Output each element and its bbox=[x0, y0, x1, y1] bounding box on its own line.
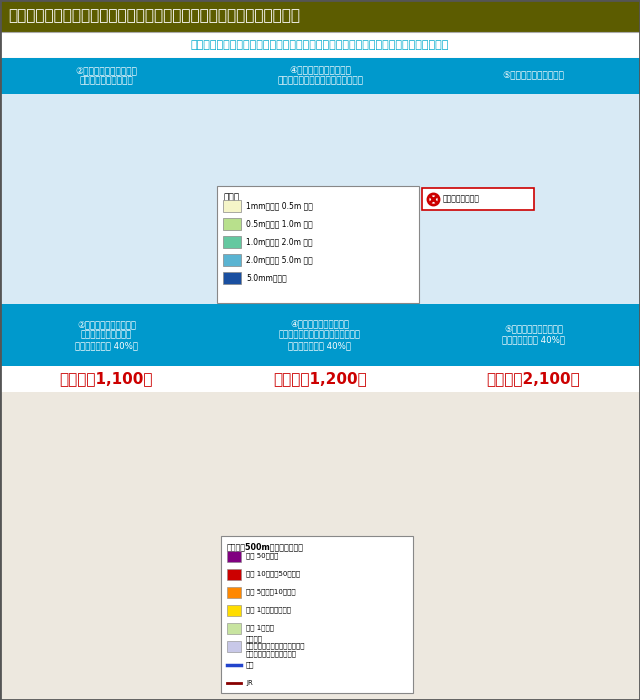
Text: 2.0m以上～ 5.0m 未満: 2.0m以上～ 5.0m 未満 bbox=[246, 256, 313, 265]
Text: 1mm以上～ 0.5m 未満: 1mm以上～ 0.5m 未満 bbox=[246, 202, 313, 211]
Bar bbox=[0, 94, 213, 304]
Bar bbox=[223, 218, 241, 230]
Bar bbox=[0, 58, 213, 94]
Bar bbox=[223, 272, 241, 284]
Text: ④－１荒川右岸低地氾濫
（隅田川・神田川・日本橋川満杯）
死者数（避難率 40%）: ④－１荒川右岸低地氾濫 （隅田川・神田川・日本橋川満杯） 死者数（避難率 40%… bbox=[279, 320, 361, 350]
Text: 死者 1人未満: 死者 1人未満 bbox=[246, 624, 274, 631]
Text: 5.0mm以上～: 5.0mm以上～ bbox=[246, 274, 287, 283]
FancyBboxPatch shape bbox=[221, 536, 413, 693]
Text: ②－１荒川左岸低地氾濫
（中川・綾瀬川満杯）: ②－１荒川左岸低地氾濫 （中川・綾瀬川満杯） bbox=[76, 66, 138, 85]
Bar bbox=[0, 366, 640, 392]
Text: 死者 5人以上10人未満: 死者 5人以上10人未満 bbox=[246, 589, 296, 595]
Text: ポンプ運転：無　　燃料補給：無　　水門操作：無　　ポンプ車：無　　１／２００年: ポンプ運転：無 燃料補給：無 水門操作：無 ポンプ車：無 １／２００年 bbox=[191, 40, 449, 50]
Bar bbox=[427, 392, 640, 700]
Bar bbox=[227, 569, 241, 580]
Bar bbox=[213, 58, 427, 94]
Bar bbox=[227, 623, 241, 634]
Bar bbox=[0, 32, 640, 58]
Text: 死者：約2,100人: 死者：約2,100人 bbox=[486, 372, 580, 386]
Text: 死者：約1,200人: 死者：約1,200人 bbox=[273, 372, 367, 386]
Text: 死者数（500mメッシュ換算）: 死者数（500mメッシュ換算） bbox=[227, 542, 304, 551]
Bar bbox=[227, 605, 241, 616]
FancyBboxPatch shape bbox=[422, 188, 534, 210]
Bar bbox=[427, 58, 640, 94]
Text: 死者なし
（浸水は残存しているが、死者
はないと見込まれる地域）: 死者なし （浸水は残存しているが、死者 はないと見込まれる地域） bbox=[246, 635, 305, 657]
Bar bbox=[213, 392, 427, 700]
Text: 図　各類型区分別の死者数（ケース１：排水施設が稼働しないケース）: 図 各類型区分別の死者数（ケース１：排水施設が稼働しないケース） bbox=[8, 8, 300, 24]
Text: 死者 50人以上: 死者 50人以上 bbox=[246, 553, 278, 559]
Bar bbox=[213, 304, 427, 366]
Text: ②－１荒川左岸低地氾濫
（中川・綾瀬川満杯）
死者数（避難率 40%）: ②－１荒川左岸低地氾濫 （中川・綾瀬川満杯） 死者数（避難率 40%） bbox=[75, 320, 138, 350]
Bar bbox=[0, 0, 640, 32]
Text: 想定堤防決壊箇所: 想定堤防決壊箇所 bbox=[443, 195, 480, 204]
Bar bbox=[223, 236, 241, 248]
Bar bbox=[227, 551, 241, 562]
Bar bbox=[0, 304, 213, 366]
Bar bbox=[427, 94, 640, 304]
Text: ④－１荒川右岸低地氾濫
（隅田川・神田川・日本橋川満杯）: ④－１荒川右岸低地氾濫 （隅田川・神田川・日本橋川満杯） bbox=[277, 66, 363, 85]
FancyBboxPatch shape bbox=[217, 186, 419, 303]
Text: 死者 1人以上５人未満: 死者 1人以上５人未満 bbox=[246, 607, 291, 613]
Text: ⑤江東デルタ貯留型氾濫
死者数（避難率 40%）: ⑤江東デルタ貯留型氾濫 死者数（避難率 40%） bbox=[502, 326, 565, 344]
Bar bbox=[227, 587, 241, 598]
Text: 0.5m以上～ 1.0m 未満: 0.5m以上～ 1.0m 未満 bbox=[246, 220, 313, 228]
Bar bbox=[213, 94, 427, 304]
Text: 浸水深: 浸水深 bbox=[223, 193, 239, 202]
Text: 死者：約1,100人: 死者：約1,100人 bbox=[60, 372, 153, 386]
Text: ⑤江東デルタ貯留型氾濫: ⑤江東デルタ貯留型氾濫 bbox=[502, 71, 564, 80]
Text: 死者 10人以上50人未満: 死者 10人以上50人未満 bbox=[246, 570, 300, 578]
Bar bbox=[223, 200, 241, 212]
Bar bbox=[227, 641, 241, 652]
Text: 河川: 河川 bbox=[246, 662, 255, 668]
Text: JR: JR bbox=[246, 680, 253, 686]
Bar bbox=[427, 304, 640, 366]
Bar bbox=[0, 392, 213, 700]
Bar bbox=[0, 32, 640, 58]
Bar bbox=[223, 254, 241, 266]
Text: 1.0m以上～ 2.0m 未満: 1.0m以上～ 2.0m 未満 bbox=[246, 237, 312, 246]
